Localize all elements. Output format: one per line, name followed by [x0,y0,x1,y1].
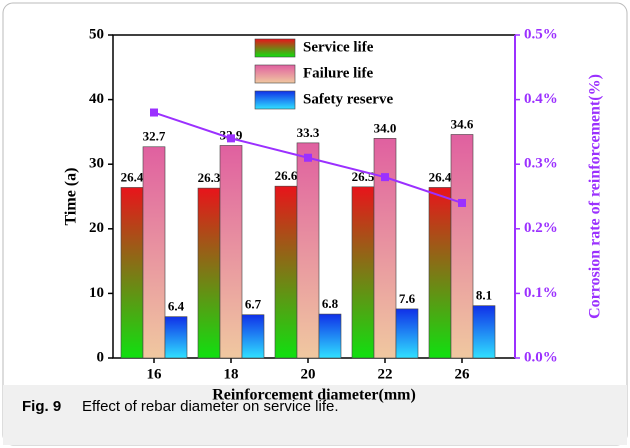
legend-swatch [254,38,296,58]
caption-label: Fig. 9 [22,398,61,415]
data-label: 26.6 [275,168,298,183]
y-tick-label: 20 [89,220,104,236]
y2-tick-label: 0.4% [524,91,558,107]
bar [120,187,144,359]
bar [472,305,496,359]
legend-label: Service life [303,39,374,55]
marker [304,153,312,162]
y2-tick-label: 0.0% [524,349,558,365]
data-label: 26.4 [429,169,452,184]
y-axis-label: Time (a) [63,168,80,226]
y-tick-label: 50 [89,26,104,42]
bar [296,142,320,359]
data-label: 8.1 [476,288,492,303]
legend-label: Safety reserve [303,91,393,107]
x-tick-label: 26 [455,366,471,382]
bar [351,186,375,359]
y2-tick-label: 0.3% [524,156,558,172]
data-label: 6.7 [245,297,262,312]
y-tick-label: 10 [89,285,104,301]
legend-swatch [254,64,296,84]
marker [227,134,235,143]
data-label: 32.7 [143,129,166,144]
y-tick-label: 40 [89,91,104,107]
y2-tick-label: 0.5% [524,26,558,42]
x-axis-label: Reinforcement diameter(mm) [212,387,416,404]
bar [274,185,298,359]
y2-axis-label: Corrosion rate of reinforcement(%) [587,74,604,319]
marker [150,108,158,117]
bar [219,145,243,359]
bar [197,187,221,359]
bar [142,146,166,359]
marker [458,198,466,207]
x-tick-label: 18 [224,366,239,382]
legend-label: Failure life [303,65,373,81]
x-tick-label: 20 [301,366,316,382]
bar [373,138,397,359]
caption-text: Effect of rebar diameter on service life… [82,398,339,415]
y-tick-label: 30 [89,156,104,172]
bar [241,314,265,359]
data-label: 6.8 [322,296,339,311]
caption-bg [3,385,627,445]
y2-tick-label: 0.1% [524,285,558,301]
bar [428,187,452,359]
bar [164,316,188,359]
data-label: 26.3 [198,170,221,185]
bar [395,308,419,359]
data-label: 33.3 [297,125,320,140]
data-label: 26.4 [121,169,144,184]
x-tick-label: 22 [378,366,393,382]
data-label: 34.6 [451,116,474,131]
data-label: 34.0 [374,120,397,135]
bar [450,134,474,359]
data-label: 6.4 [168,299,185,314]
x-tick-label: 16 [147,366,163,382]
y2-tick-label: 0.2% [524,220,558,236]
data-label: 7.6 [399,291,416,306]
legend-swatch [254,90,296,110]
y-tick-label: 0 [97,349,105,365]
bar [318,313,342,359]
marker [381,173,389,182]
